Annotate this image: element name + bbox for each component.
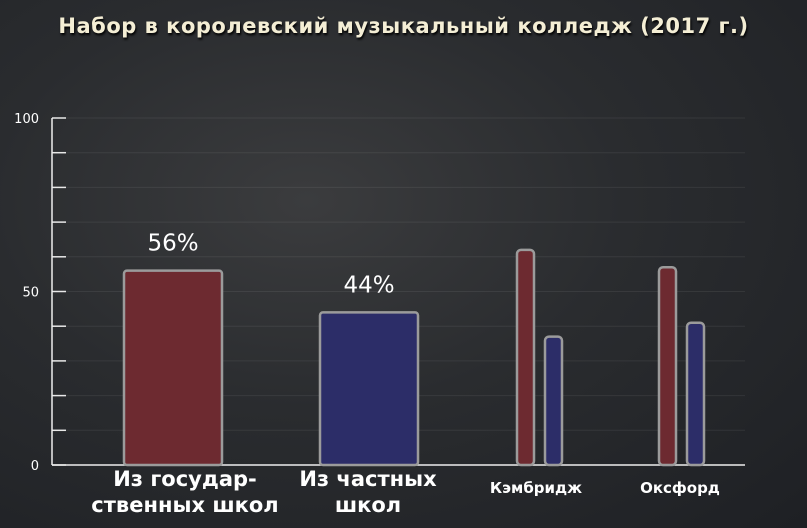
bar	[657, 265, 678, 467]
bar	[685, 321, 706, 467]
category-label: Кэмбридж	[490, 479, 582, 497]
y-tick-label: 50	[22, 286, 39, 301]
bar	[543, 335, 564, 467]
bar	[318, 311, 420, 467]
data-label: 56%	[147, 231, 198, 257]
data-label: 44%	[343, 272, 394, 298]
category-label: Оксфорд	[640, 479, 720, 497]
y-tick-label: 100	[14, 112, 39, 127]
bar	[515, 248, 536, 467]
bar	[122, 269, 224, 467]
category-label: ственных школ	[91, 493, 278, 517]
category-label: школ	[335, 493, 401, 517]
category-label: Из государ-	[113, 467, 257, 491]
chart-title: Набор в королевский музыкальный колледж …	[58, 14, 749, 38]
category-label: Из частных	[299, 467, 437, 491]
y-tick-label: 0	[31, 459, 39, 474]
